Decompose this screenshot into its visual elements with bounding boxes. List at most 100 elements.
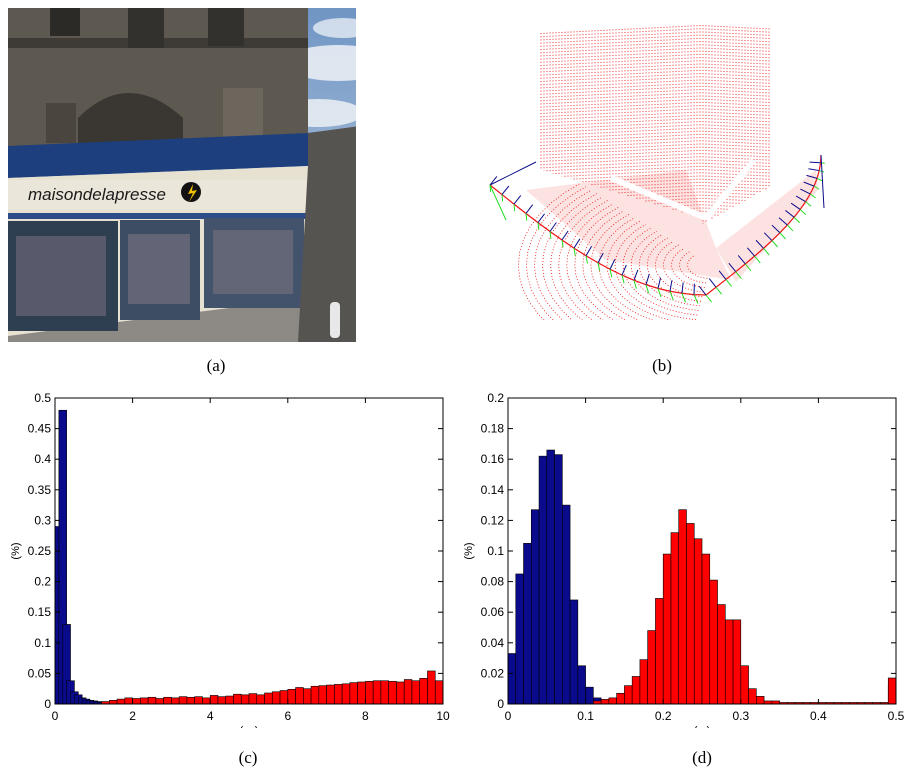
histogram-bar: [396, 681, 405, 705]
camera-axis-blue: [489, 176, 498, 186]
x-tick-label: 10: [436, 709, 450, 723]
x-tick-label: 8: [362, 709, 369, 723]
y-tick-label: 0.2: [34, 575, 51, 589]
histogram-bar: [554, 454, 563, 705]
occlusion-gap: [703, 158, 757, 220]
histogram-bar: [357, 681, 366, 705]
arch: [78, 93, 183, 148]
histogram-bar: [271, 691, 281, 705]
x-tick-label: 0.4: [810, 709, 827, 723]
camera-axis-blue: [501, 185, 510, 195]
y-axis-label: (%): [10, 542, 22, 559]
camera-axis-blue: [681, 282, 684, 294]
camera-axis-green: [549, 231, 552, 239]
camera-axis-green: [813, 185, 820, 190]
camera-axis-green: [561, 239, 564, 248]
y-tick-label: 0.25: [28, 544, 52, 558]
occlusion-gap: [609, 175, 708, 221]
camera-axis-green: [771, 240, 778, 248]
camera-axis-green: [525, 213, 528, 221]
histogram-bar: [701, 553, 711, 705]
caption-a: (a): [206, 356, 226, 375]
histogram-bar: [372, 680, 382, 705]
caption-d: (d): [692, 748, 712, 767]
camera-axis-blue: [800, 188, 811, 195]
caption-b: (b): [652, 356, 672, 375]
histogram-bar: [693, 538, 703, 705]
camera-axis-green: [621, 274, 625, 284]
street-render-image: maisondelapresse: [8, 8, 445, 342]
histogram-bar: [662, 553, 672, 705]
x-tick-label: 0.5: [888, 709, 905, 723]
point-cloud: [517, 25, 818, 376]
histogram-bar: [717, 604, 726, 705]
ground-shade: [526, 170, 731, 280]
camera-axis-blue: [489, 161, 537, 186]
camera-axis-blue: [708, 278, 717, 288]
histogram-bar: [608, 697, 617, 705]
camera-axis-green: [779, 232, 786, 240]
camera-axis-blue: [513, 195, 522, 205]
window: [223, 88, 263, 143]
histogram-bar: [295, 687, 304, 705]
shop-window-display: [128, 234, 190, 304]
y-tick-label: 0.16: [481, 452, 505, 466]
histogram-bar: [585, 686, 594, 705]
histogram-bar: [303, 688, 312, 705]
ground-points: [622, 227, 698, 316]
histogram-bar: [732, 619, 742, 705]
y-tick-label: 0.05: [28, 666, 52, 680]
x-tick-label: 0.2: [655, 709, 672, 723]
shop-window-display: [16, 236, 106, 316]
histogram-d-svg: 0 0.1 0.2 0.3 0.4 0.5 0 0.02 0.04 0.06 0.08 0.1 0.12…: [463, 391, 905, 737]
x-tick-label: 0.3: [732, 709, 749, 723]
camera-axis-green: [681, 293, 687, 303]
histogram-bar: [427, 670, 436, 705]
y-tick-label: 0.2: [487, 391, 504, 405]
x-tick-label: 0: [52, 709, 59, 723]
camera-axis-blue: [525, 204, 534, 214]
y-tick-label: 0.1: [487, 544, 504, 558]
y-tick-label: 0.18: [481, 422, 505, 436]
histogram-bar: [209, 695, 219, 705]
histogram-bar: [403, 679, 413, 705]
histogram-bar: [279, 690, 289, 705]
camera-axis-blue: [597, 252, 604, 264]
camera-axis-blue: [537, 213, 545, 223]
camera-axis-green: [805, 201, 812, 207]
plot-area: [55, 398, 443, 704]
histogram-bar: [217, 696, 227, 705]
camera-axis-blue: [621, 264, 627, 276]
histogram-bar: [310, 685, 320, 705]
y-tick-label: 0.35: [28, 483, 52, 497]
histogram-bar: [365, 681, 374, 705]
histogram-bar: [546, 449, 555, 705]
bollard: [330, 302, 340, 338]
histogram-bar: [140, 697, 149, 705]
histogram-bar: [616, 692, 625, 705]
histogram-bar: [724, 619, 734, 705]
histogram-bar: [202, 697, 211, 705]
histogram-bar: [326, 684, 335, 705]
ground-points: [614, 224, 697, 321]
histogram-bar: [507, 653, 517, 705]
camera-axis-green: [735, 271, 742, 279]
histogram-d: 0 0.1 0.2 0.3 0.4 0.5 0 0.02 0.04 0.06 0.08 0.1 0.12…: [456, 388, 906, 737]
camera-axis-green: [715, 286, 723, 295]
y-tick-label: 0: [497, 697, 504, 711]
y-tick-label: 0.3: [34, 513, 51, 527]
histogram-bar: [678, 509, 687, 705]
histogram-bar: [530, 509, 540, 705]
camera-axis-green: [501, 194, 504, 202]
camera-axis-blue: [755, 239, 764, 249]
histogram-bar: [116, 698, 126, 705]
caption-c: (c): [238, 748, 258, 767]
histogram-bar: [577, 665, 586, 705]
histogram-bar: [631, 676, 641, 705]
point-cloud-view: [486, 20, 836, 376]
camera-axis-green: [809, 193, 816, 199]
y-tick-label: 0.04: [481, 636, 505, 650]
shop-window-band: [8, 213, 306, 219]
y-tick-label: 0.14: [481, 483, 505, 497]
y-tick-label: 0.08: [481, 575, 505, 589]
